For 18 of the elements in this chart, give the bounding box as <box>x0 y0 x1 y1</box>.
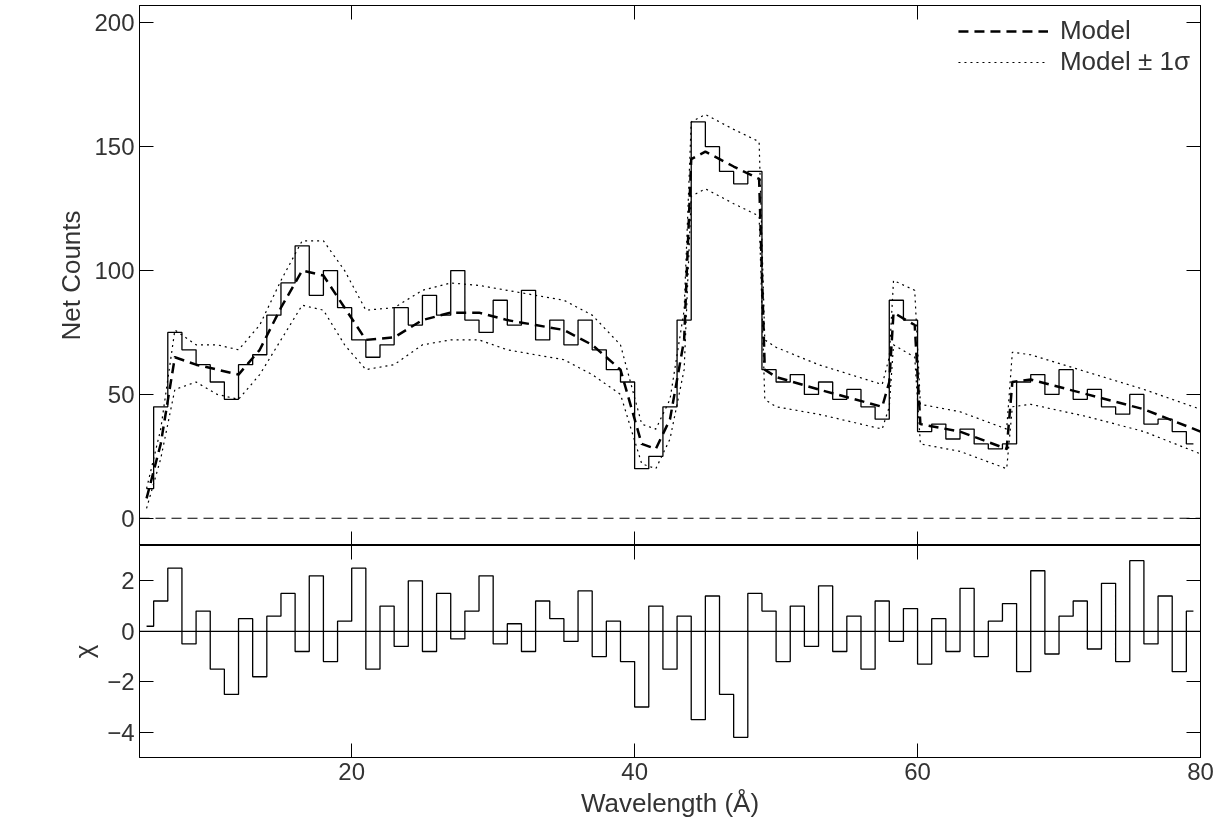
y-tick-label: 200 <box>94 9 135 37</box>
y-tick-label: 0 <box>121 504 135 532</box>
y-tick-label: −2 <box>107 668 135 696</box>
y-tick-label: 150 <box>94 133 135 161</box>
y-tick-label: 2 <box>121 567 135 595</box>
x-tick-label: 80 <box>1187 757 1214 785</box>
x-tick-label: 40 <box>621 757 648 785</box>
y-tick-label: −4 <box>107 718 135 746</box>
y-axis-title: Net Counts <box>56 210 87 341</box>
x-tick-label: 60 <box>904 757 931 785</box>
y-tick-label: 50 <box>107 380 135 408</box>
y-axis-title: χ <box>69 644 100 659</box>
y-tick-label: 0 <box>121 617 135 645</box>
legend-label: Model ± 1σ <box>1059 46 1190 77</box>
x-axis-title: Wavelength (Å) <box>580 787 760 818</box>
y-tick-label: 100 <box>94 257 135 285</box>
x-tick-label: 20 <box>338 757 366 785</box>
legend-label: Model <box>1059 15 1131 46</box>
